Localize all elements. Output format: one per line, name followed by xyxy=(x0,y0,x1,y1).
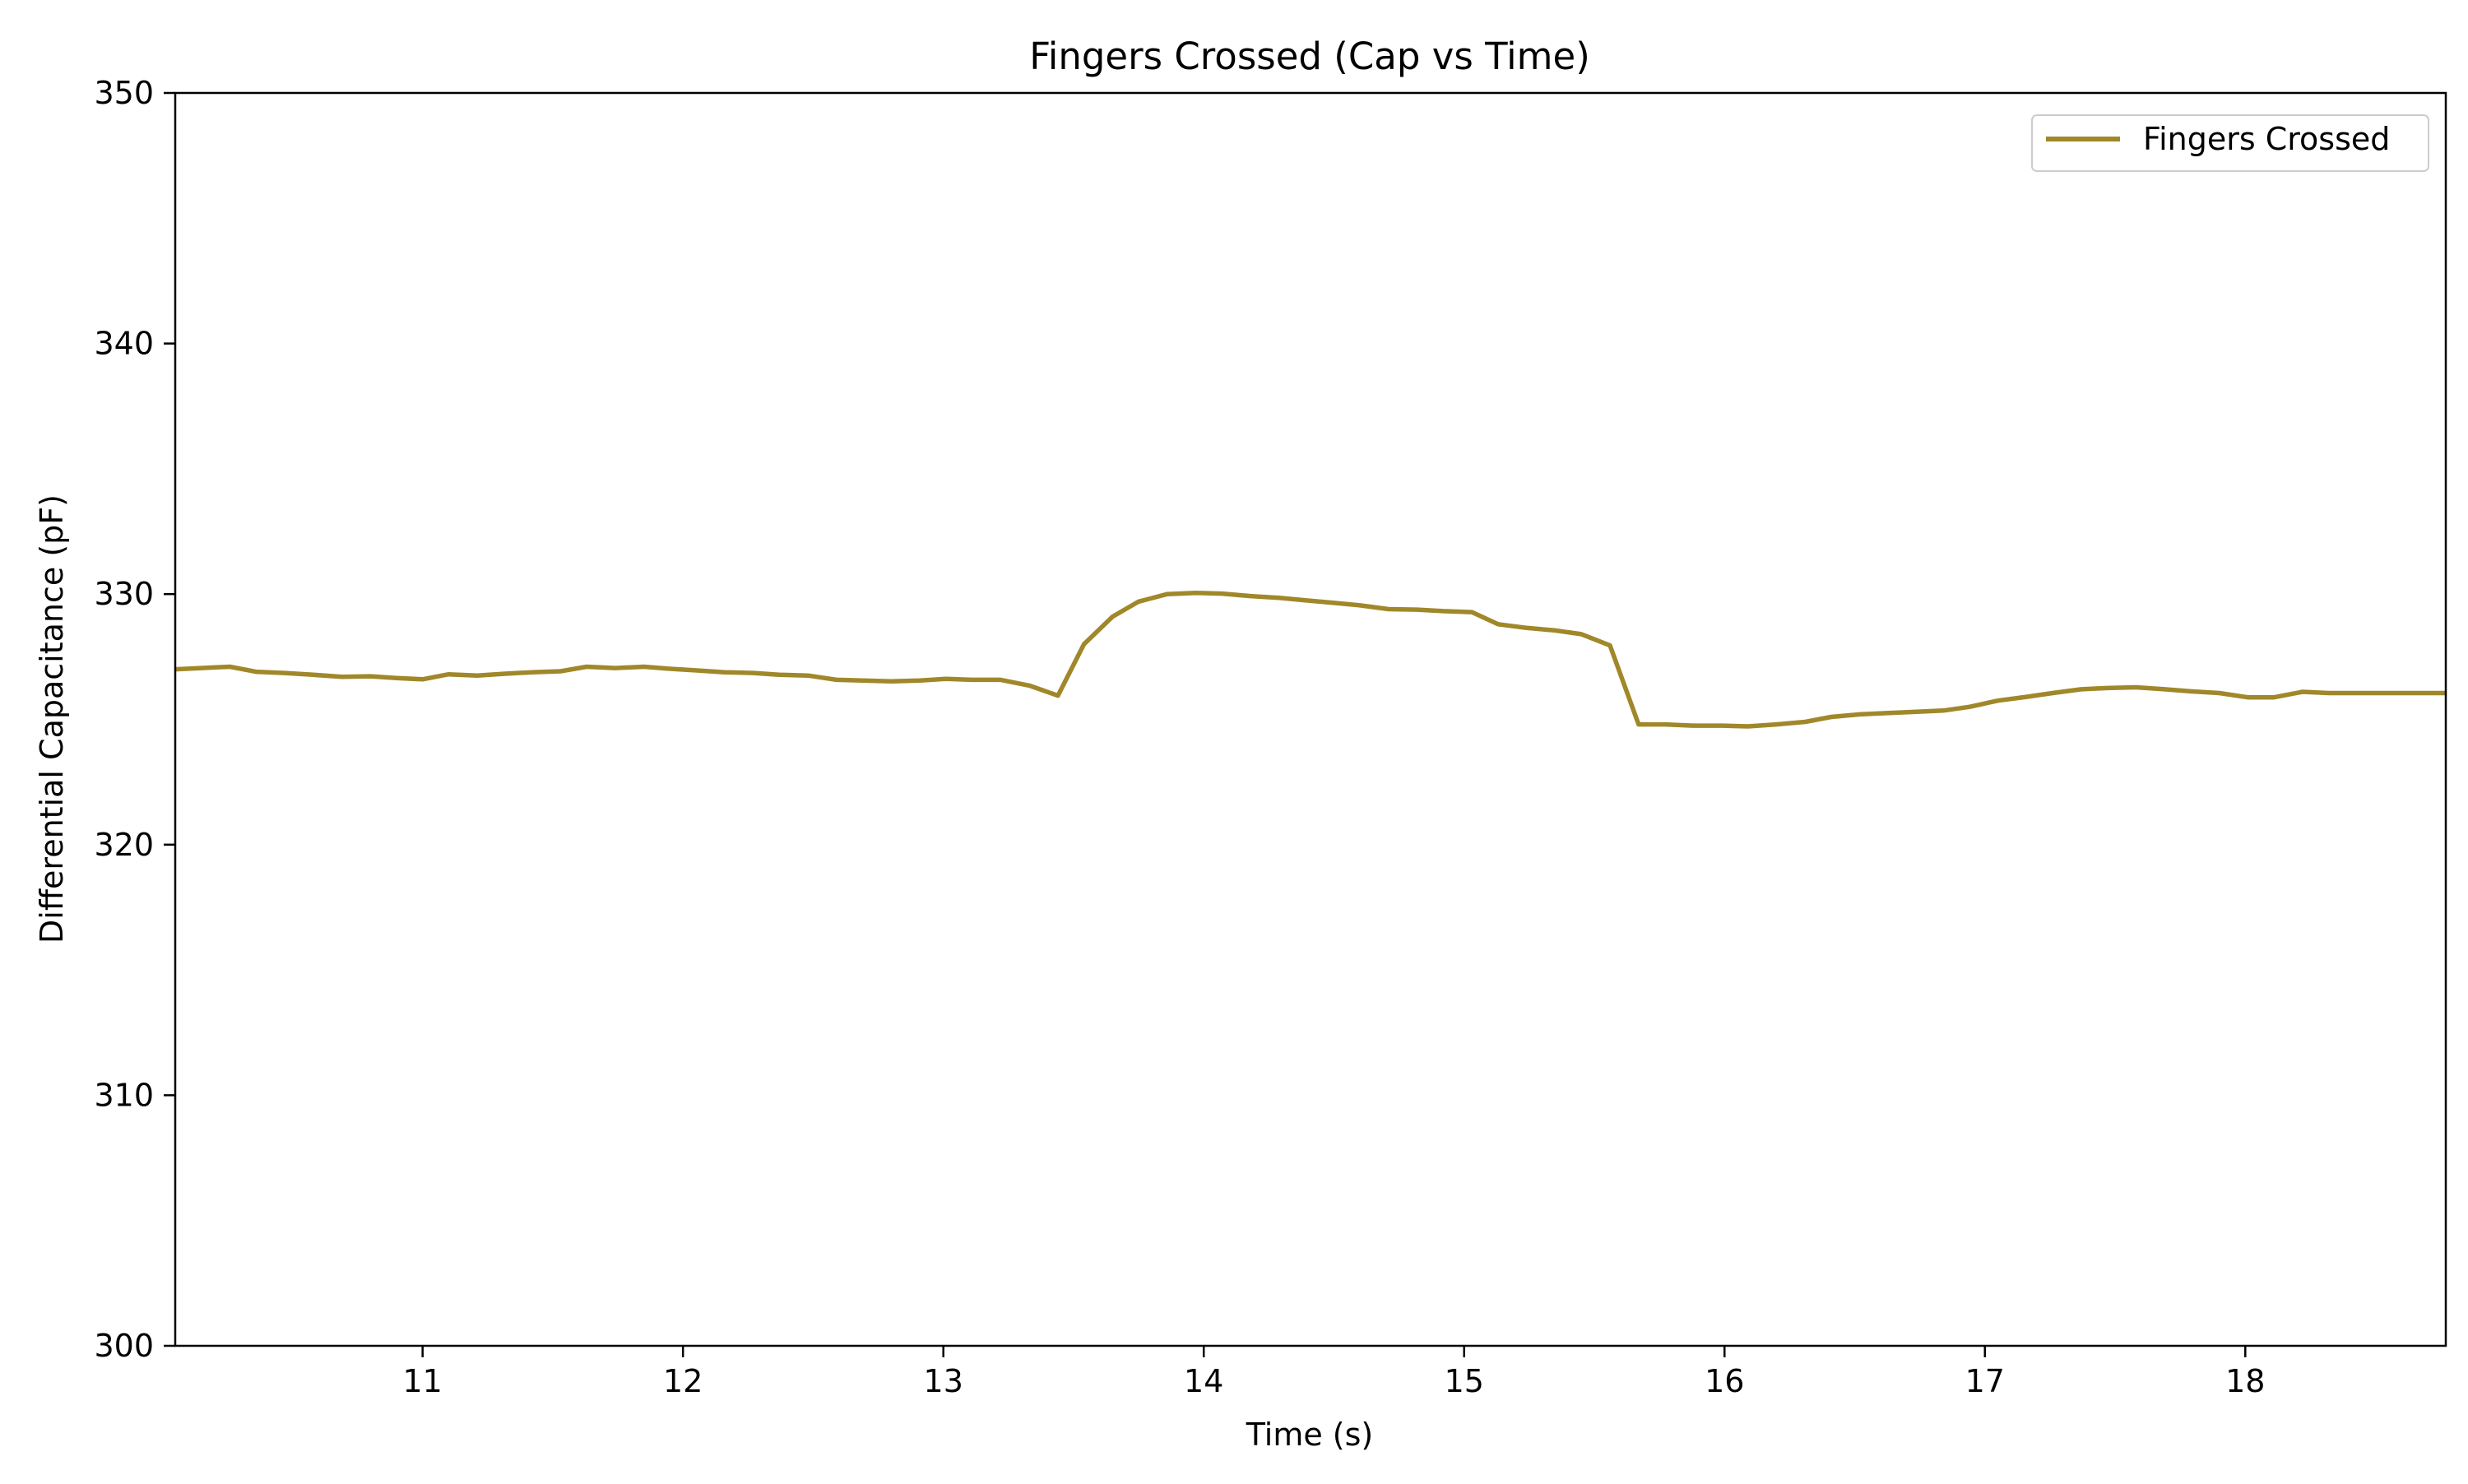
x-tick-label: 14 xyxy=(1184,1363,1223,1399)
legend: Fingers Crossed xyxy=(2031,114,2429,172)
legend-box xyxy=(2031,114,2429,172)
x-axis: 11 12 13 14 15 16 17 18 xyxy=(403,1346,2265,1399)
chart-title: Fingers Crossed (Cap vs Time) xyxy=(1029,35,1590,78)
y-tick-label: 330 xyxy=(94,576,154,612)
x-tick-label: 12 xyxy=(663,1363,703,1399)
y-tick-label: 310 xyxy=(94,1077,154,1113)
y-tick-label: 350 xyxy=(94,75,154,111)
x-tick-label: 16 xyxy=(1705,1363,1744,1399)
x-tick-label: 17 xyxy=(1965,1363,2005,1399)
legend-entry-fingers-crossed: Fingers Crossed xyxy=(2143,121,2390,157)
y-axis-label: Differential Capacitance (pF) xyxy=(34,494,70,944)
x-tick-label: 15 xyxy=(1445,1363,1484,1399)
y-tick-label: 320 xyxy=(94,827,154,863)
x-tick-label: 18 xyxy=(2225,1363,2265,1399)
x-tick-label: 13 xyxy=(924,1363,963,1399)
y-axis: 300 310 320 330 340 350 xyxy=(94,75,175,1364)
plot-frame xyxy=(174,91,2447,1347)
x-axis-label: Time (s) xyxy=(1246,1417,1374,1453)
y-tick-label: 300 xyxy=(94,1328,154,1364)
plot-area xyxy=(175,590,2446,729)
x-tick-label: 11 xyxy=(403,1363,443,1399)
y-tick-label: 340 xyxy=(94,326,154,362)
series-line-0 xyxy=(175,590,2446,729)
